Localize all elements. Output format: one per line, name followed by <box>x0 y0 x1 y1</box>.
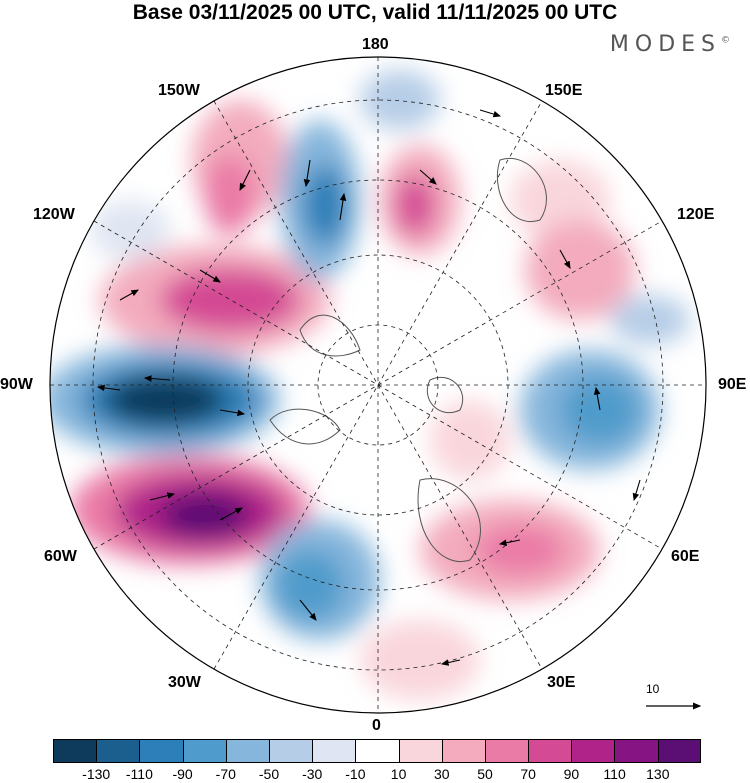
colorbar-swatch <box>182 739 226 763</box>
colorbar-swatch <box>398 739 442 763</box>
colorbar-swatch <box>53 739 97 763</box>
colorbar-ticks: -130 -110 -90 -70 -50 -30 -10 10 30 50 70 90 110 130 <box>53 766 701 782</box>
colorbar-swatch <box>528 739 572 763</box>
colorbar-swatch <box>225 739 269 763</box>
label-150e: 150E <box>545 82 583 99</box>
label-0: 0 <box>372 717 381 734</box>
colorbar-tick-label: 110 <box>603 766 626 782</box>
colorbar-tick-label: 50 <box>477 766 493 782</box>
colorbar-tick-label: -10 <box>345 766 366 782</box>
modes-logo: MODES© <box>609 32 730 57</box>
colorbar-tick-label: -130 <box>82 766 111 782</box>
colorbar <box>53 739 701 763</box>
colorbar-tick-label: 70 <box>520 766 536 782</box>
colorbar-tick-label: -50 <box>258 766 280 782</box>
colorbar-swatch <box>355 739 399 763</box>
colorbar-swatch <box>484 739 529 763</box>
colorbar-swatch <box>312 739 356 763</box>
graticule <box>50 57 706 713</box>
colorbar-tick-label: -70 <box>215 766 236 782</box>
anomaly-field <box>50 70 690 700</box>
colorbar-tick-label: 130 <box>646 766 670 782</box>
reference-vector-label: 10 <box>646 682 660 696</box>
label-120w: 120W <box>33 206 75 223</box>
colorbar-tick-label: 10 <box>390 766 407 782</box>
wind-vectors <box>96 109 641 666</box>
colorbar-tick-label: -30 <box>302 766 323 782</box>
label-150w: 150W <box>158 82 200 99</box>
colorbar-swatch <box>96 739 140 763</box>
label-90e: 90E <box>718 376 747 393</box>
label-60w: 60W <box>44 548 77 565</box>
colorbar-swatch <box>268 739 313 763</box>
label-30e: 30E <box>547 674 576 691</box>
colorbar-swatch <box>139 739 183 763</box>
colorbar-swatch <box>657 739 701 763</box>
colorbar-swatch <box>614 739 658 763</box>
map-title: Base 03/11/2025 00 UTC, valid 11/11/2025… <box>132 1 618 24</box>
label-180: 180 <box>362 36 389 53</box>
colorbar-tick-label: -90 <box>172 766 193 782</box>
label-90w: 90W <box>0 376 33 393</box>
colorbar-tick-label: -110 <box>125 766 153 782</box>
colorbar-tick-label: 30 <box>434 766 450 782</box>
label-30w: 30W <box>168 674 201 691</box>
map-border <box>49 56 707 714</box>
label-60e: 60E <box>671 548 700 565</box>
label-120e: 120E <box>677 206 715 223</box>
colorbar-swatch <box>571 739 615 763</box>
coastlines <box>269 157 547 562</box>
colorbar-tick-label: 90 <box>563 766 580 782</box>
colorbar-swatch <box>441 739 485 763</box>
